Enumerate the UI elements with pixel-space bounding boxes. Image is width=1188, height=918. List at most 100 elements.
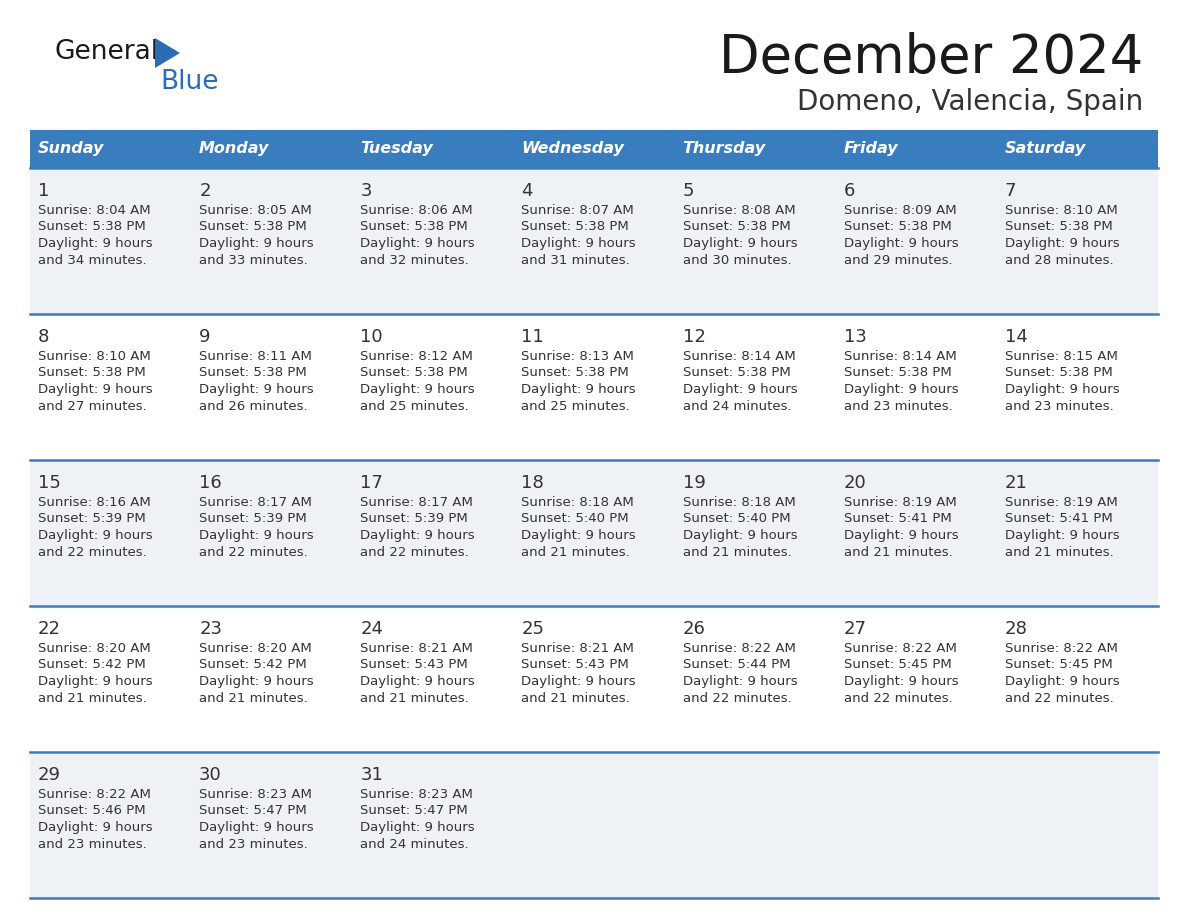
- Text: Sunset: 5:39 PM: Sunset: 5:39 PM: [360, 512, 468, 525]
- Text: Sunset: 5:39 PM: Sunset: 5:39 PM: [200, 512, 307, 525]
- Text: and 27 minutes.: and 27 minutes.: [38, 399, 147, 412]
- Text: 23: 23: [200, 620, 222, 638]
- Text: Sunset: 5:38 PM: Sunset: 5:38 PM: [1005, 220, 1113, 233]
- Text: Monday: Monday: [200, 141, 270, 156]
- Text: Sunrise: 8:17 AM: Sunrise: 8:17 AM: [360, 496, 473, 509]
- Text: Sunrise: 8:23 AM: Sunrise: 8:23 AM: [200, 788, 312, 801]
- Text: Sunset: 5:44 PM: Sunset: 5:44 PM: [683, 658, 790, 671]
- Text: Sunrise: 8:16 AM: Sunrise: 8:16 AM: [38, 496, 151, 509]
- Text: Sunrise: 8:10 AM: Sunrise: 8:10 AM: [38, 350, 151, 363]
- Text: Sunset: 5:47 PM: Sunset: 5:47 PM: [200, 804, 307, 818]
- Text: Sunrise: 8:09 AM: Sunrise: 8:09 AM: [843, 204, 956, 217]
- Text: 27: 27: [843, 620, 867, 638]
- Text: and 21 minutes.: and 21 minutes.: [360, 691, 469, 704]
- Text: Daylight: 9 hours: Daylight: 9 hours: [360, 529, 475, 542]
- Text: Sunrise: 8:15 AM: Sunrise: 8:15 AM: [1005, 350, 1118, 363]
- Text: 16: 16: [200, 474, 222, 492]
- Text: Daylight: 9 hours: Daylight: 9 hours: [683, 383, 797, 396]
- Text: Sunrise: 8:05 AM: Sunrise: 8:05 AM: [200, 204, 312, 217]
- Text: and 21 minutes.: and 21 minutes.: [522, 545, 630, 558]
- Text: Sunrise: 8:04 AM: Sunrise: 8:04 AM: [38, 204, 151, 217]
- Text: Daylight: 9 hours: Daylight: 9 hours: [522, 675, 636, 688]
- Text: Sunset: 5:46 PM: Sunset: 5:46 PM: [38, 804, 146, 818]
- Text: 2: 2: [200, 182, 210, 200]
- Bar: [513, 130, 675, 168]
- Text: 26: 26: [683, 620, 706, 638]
- Text: and 21 minutes.: and 21 minutes.: [38, 691, 147, 704]
- Text: Sunset: 5:38 PM: Sunset: 5:38 PM: [683, 220, 790, 233]
- Text: and 22 minutes.: and 22 minutes.: [38, 545, 147, 558]
- Text: Sunset: 5:40 PM: Sunset: 5:40 PM: [683, 512, 790, 525]
- Text: 19: 19: [683, 474, 706, 492]
- Text: Sunset: 5:42 PM: Sunset: 5:42 PM: [38, 658, 146, 671]
- Text: Sunrise: 8:14 AM: Sunrise: 8:14 AM: [683, 350, 795, 363]
- Text: Sunrise: 8:20 AM: Sunrise: 8:20 AM: [200, 642, 312, 655]
- Text: Sunrise: 8:10 AM: Sunrise: 8:10 AM: [1005, 204, 1118, 217]
- Text: Daylight: 9 hours: Daylight: 9 hours: [843, 383, 959, 396]
- Text: and 22 minutes.: and 22 minutes.: [843, 691, 953, 704]
- Text: Sunrise: 8:20 AM: Sunrise: 8:20 AM: [38, 642, 151, 655]
- Bar: [191, 130, 353, 168]
- Text: Friday: Friday: [843, 141, 898, 156]
- Text: Daylight: 9 hours: Daylight: 9 hours: [38, 383, 152, 396]
- Bar: [30, 130, 191, 168]
- Text: Sunset: 5:38 PM: Sunset: 5:38 PM: [522, 366, 630, 379]
- Text: Sunset: 5:45 PM: Sunset: 5:45 PM: [843, 658, 952, 671]
- Bar: [30, 460, 1158, 606]
- Text: 31: 31: [360, 766, 384, 784]
- Text: Sunrise: 8:17 AM: Sunrise: 8:17 AM: [200, 496, 312, 509]
- Text: Daylight: 9 hours: Daylight: 9 hours: [360, 383, 475, 396]
- Text: and 21 minutes.: and 21 minutes.: [200, 691, 308, 704]
- Text: Sunset: 5:38 PM: Sunset: 5:38 PM: [200, 220, 307, 233]
- Text: Daylight: 9 hours: Daylight: 9 hours: [200, 529, 314, 542]
- Text: Sunrise: 8:08 AM: Sunrise: 8:08 AM: [683, 204, 795, 217]
- Text: Sunrise: 8:22 AM: Sunrise: 8:22 AM: [843, 642, 956, 655]
- Text: and 33 minutes.: and 33 minutes.: [200, 253, 308, 266]
- Text: Sunset: 5:38 PM: Sunset: 5:38 PM: [360, 220, 468, 233]
- Text: 29: 29: [38, 766, 61, 784]
- Text: 24: 24: [360, 620, 384, 638]
- Text: Daylight: 9 hours: Daylight: 9 hours: [200, 821, 314, 834]
- Text: Daylight: 9 hours: Daylight: 9 hours: [1005, 383, 1119, 396]
- Text: 9: 9: [200, 328, 210, 346]
- Bar: [997, 130, 1158, 168]
- Text: Blue: Blue: [160, 69, 219, 95]
- Text: Sunday: Sunday: [38, 141, 105, 156]
- Text: Sunrise: 8:22 AM: Sunrise: 8:22 AM: [1005, 642, 1118, 655]
- Text: Daylight: 9 hours: Daylight: 9 hours: [522, 237, 636, 250]
- Text: and 22 minutes.: and 22 minutes.: [200, 545, 308, 558]
- Text: Sunset: 5:43 PM: Sunset: 5:43 PM: [360, 658, 468, 671]
- Text: Sunset: 5:38 PM: Sunset: 5:38 PM: [843, 366, 952, 379]
- Text: Daylight: 9 hours: Daylight: 9 hours: [843, 529, 959, 542]
- Text: and 23 minutes.: and 23 minutes.: [200, 837, 308, 850]
- Text: Sunrise: 8:23 AM: Sunrise: 8:23 AM: [360, 788, 473, 801]
- Text: Sunrise: 8:19 AM: Sunrise: 8:19 AM: [843, 496, 956, 509]
- Text: Sunset: 5:42 PM: Sunset: 5:42 PM: [200, 658, 307, 671]
- Text: and 23 minutes.: and 23 minutes.: [1005, 399, 1113, 412]
- Text: and 24 minutes.: and 24 minutes.: [360, 837, 469, 850]
- Text: Sunset: 5:38 PM: Sunset: 5:38 PM: [843, 220, 952, 233]
- Text: Daylight: 9 hours: Daylight: 9 hours: [683, 675, 797, 688]
- Text: Daylight: 9 hours: Daylight: 9 hours: [200, 383, 314, 396]
- Bar: [675, 130, 835, 168]
- Text: Sunset: 5:40 PM: Sunset: 5:40 PM: [522, 512, 630, 525]
- Text: Daylight: 9 hours: Daylight: 9 hours: [38, 821, 152, 834]
- Text: Thursday: Thursday: [683, 141, 766, 156]
- Text: Domeno, Valencia, Spain: Domeno, Valencia, Spain: [797, 88, 1143, 116]
- Text: Sunset: 5:47 PM: Sunset: 5:47 PM: [360, 804, 468, 818]
- Text: 14: 14: [1005, 328, 1028, 346]
- Text: 20: 20: [843, 474, 866, 492]
- Bar: [30, 752, 1158, 898]
- Text: and 22 minutes.: and 22 minutes.: [360, 545, 469, 558]
- Text: Sunset: 5:38 PM: Sunset: 5:38 PM: [38, 366, 146, 379]
- Text: Daylight: 9 hours: Daylight: 9 hours: [1005, 237, 1119, 250]
- Text: Sunrise: 8:11 AM: Sunrise: 8:11 AM: [200, 350, 312, 363]
- Text: 6: 6: [843, 182, 855, 200]
- Text: General: General: [55, 39, 159, 65]
- Bar: [30, 606, 1158, 752]
- Text: Sunset: 5:38 PM: Sunset: 5:38 PM: [522, 220, 630, 233]
- Text: and 32 minutes.: and 32 minutes.: [360, 253, 469, 266]
- Text: and 29 minutes.: and 29 minutes.: [843, 253, 953, 266]
- Text: Sunset: 5:45 PM: Sunset: 5:45 PM: [1005, 658, 1113, 671]
- Text: Daylight: 9 hours: Daylight: 9 hours: [843, 675, 959, 688]
